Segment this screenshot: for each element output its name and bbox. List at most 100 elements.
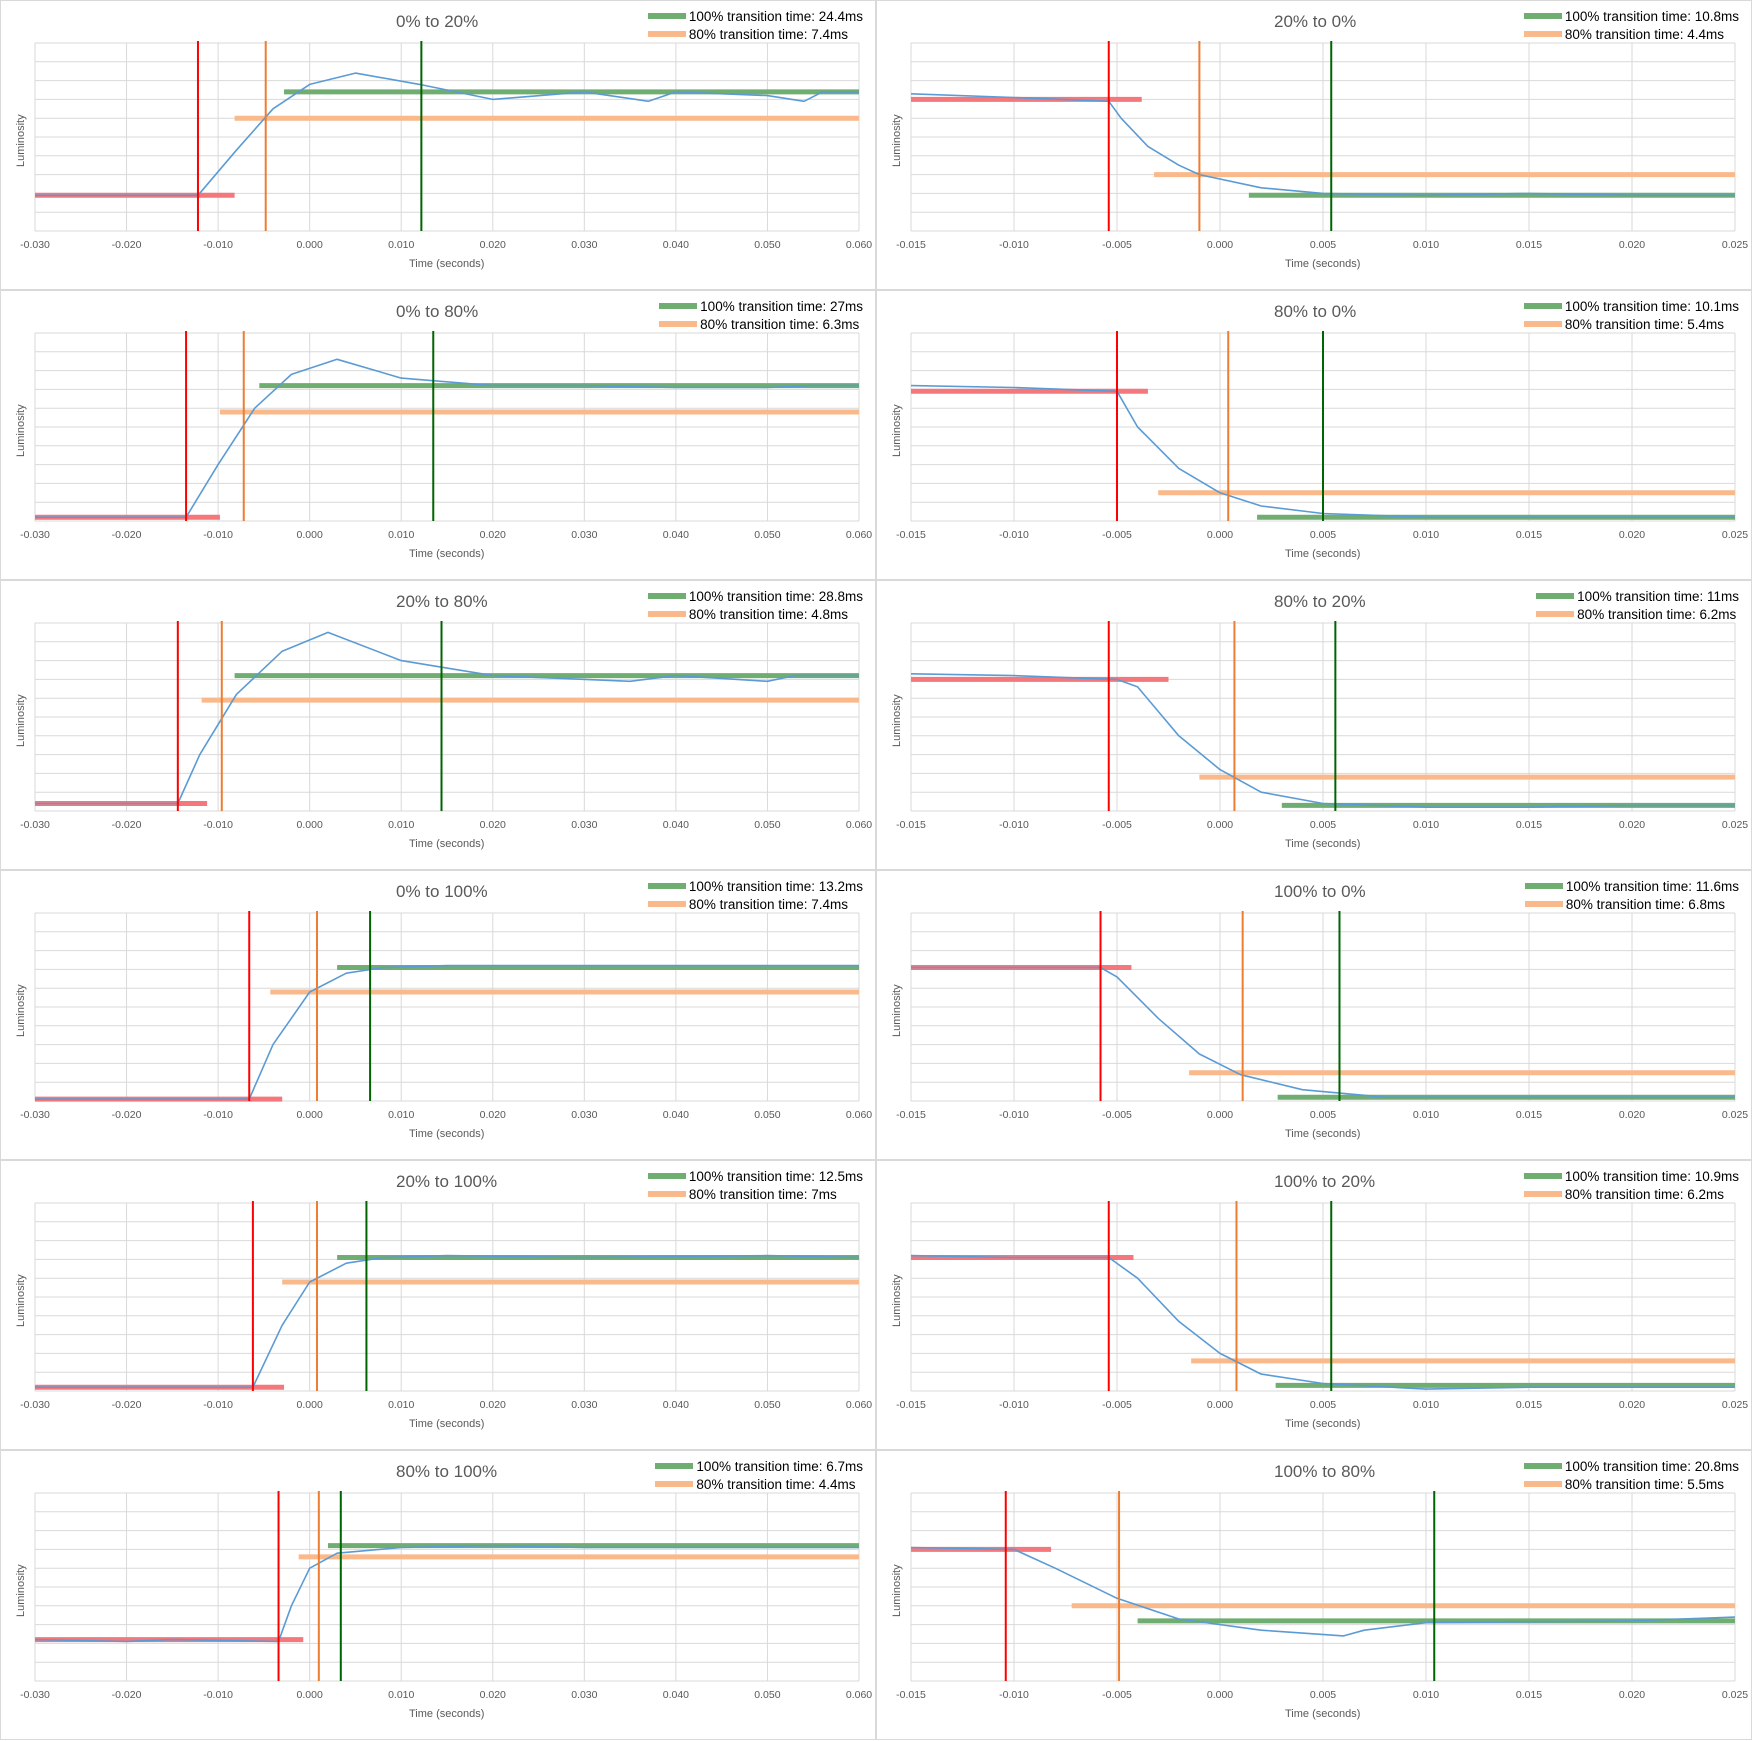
y-axis-label: Luminosity [891, 984, 903, 1037]
x-tick-label: 0.010 [388, 1109, 414, 1121]
legend-entry: 100% transition time: 10.1ms [1523, 297, 1739, 315]
x-tick-label: 0.025 [1722, 1109, 1748, 1121]
x-tick-label: 0.060 [846, 819, 872, 831]
x-tick-label: 0.040 [663, 819, 689, 831]
x-tick-label: 0.010 [388, 239, 414, 251]
x-tick-label: 0.040 [663, 529, 689, 541]
x-tick-label: -0.010 [203, 529, 233, 541]
chart-svg: -0.030 -0.020 -0.010 0.000 0.010 0.020 0.030 0.… [20, 41, 872, 251]
legend-swatch [1523, 303, 1562, 309]
x-tick-label: 0.000 [297, 1109, 323, 1121]
chart-panel: -0.030 -0.020 -0.010 0.000 0.010 0.020 0.030 0.… [0, 870, 876, 1160]
luminosity-line [34, 1544, 859, 1643]
chart-panel: -0.015 -0.010 -0.005 0.000 0.005 0.010 0.015 0.… [876, 290, 1752, 580]
x-tick-label: -0.005 [1102, 239, 1132, 251]
x-tick-label: 0.020 [1619, 819, 1645, 831]
x-tick-label: -0.005 [1102, 819, 1132, 831]
legend-swatch [647, 13, 686, 19]
legend-swatch [647, 593, 686, 599]
legend-swatch [1536, 611, 1575, 617]
chart-legend: 100% transition time: 12.5ms 80% transiti… [647, 1167, 863, 1203]
x-tick-label: 0.040 [663, 1689, 689, 1701]
x-tick-label: -0.005 [1102, 1399, 1132, 1411]
x-tick-label: 0.010 [388, 819, 414, 831]
legend-swatch [647, 611, 686, 617]
x-tick-label: 0.015 [1516, 819, 1542, 831]
luminosity-line [35, 358, 859, 518]
legend-label: 80% transition time: 6.8ms [1565, 896, 1725, 912]
x-tick-label: -0.020 [112, 239, 142, 251]
x-tick-label: 0.025 [1722, 1399, 1748, 1411]
x-tick-label: 0.010 [388, 1689, 414, 1701]
x-tick-label: 0.050 [754, 819, 780, 831]
x-tick-label: -0.010 [203, 1109, 233, 1121]
legend-entry: 80% transition time: 7.4ms [647, 895, 863, 913]
x-tick-label: -0.010 [999, 1109, 1029, 1121]
legend-swatch [1524, 883, 1563, 889]
x-tick-label: 0.010 [388, 529, 414, 541]
y-axis-label: Luminosity [891, 404, 903, 457]
x-tick-label: 0.000 [1207, 239, 1233, 251]
x-tick-label: 0.005 [1310, 1689, 1336, 1701]
x-tick-label: -0.015 [896, 239, 926, 251]
legend-label: 100% transition time: 11.6ms [1565, 878, 1739, 894]
x-tick-label: 0.020 [480, 1109, 506, 1121]
x-tick-label: 0.050 [754, 239, 780, 251]
x-axis-label: Time (seconds) [1285, 838, 1361, 850]
legend-swatch [1523, 13, 1562, 19]
x-tick-label: 0.000 [1207, 1109, 1233, 1121]
x-axis-label: Time (seconds) [409, 1128, 485, 1140]
x-tick-label: -0.005 [1102, 1109, 1132, 1121]
legend-swatch [1536, 593, 1575, 599]
x-tick-label: 0.015 [1516, 1109, 1542, 1121]
chart-panel: -0.015 -0.010 -0.005 0.000 0.005 0.010 0.015 0.… [876, 1160, 1752, 1450]
y-axis-label: Luminosity [891, 694, 903, 747]
legend-label: 80% transition time: 5.5ms [1564, 1476, 1724, 1492]
x-tick-label: 0.005 [1310, 239, 1336, 251]
x-tick-label: 0.000 [297, 1399, 323, 1411]
chart-svg: -0.030 -0.020 -0.010 0.000 0.010 0.020 0.030 0.… [20, 1201, 872, 1411]
x-tick-label: 0.010 [1413, 529, 1439, 541]
x-tick-label: 0.000 [297, 1689, 323, 1701]
x-axis-label: Time (seconds) [409, 838, 485, 850]
x-tick-label: 0.060 [846, 1399, 872, 1411]
legend-label: 80% transition time: 7ms [688, 1186, 837, 1202]
x-tick-label: 0.020 [1619, 1689, 1645, 1701]
legend-entry: 100% transition time: 28.8ms [647, 587, 863, 605]
x-tick-label: 0.040 [663, 1109, 689, 1121]
x-tick-label: -0.010 [999, 239, 1029, 251]
x-tick-label: -0.030 [20, 1689, 50, 1701]
legend-entry: 80% transition time: 6.2ms [1523, 1185, 1739, 1203]
x-tick-label: 0.020 [1619, 529, 1645, 541]
x-tick-label: -0.030 [20, 819, 50, 831]
x-axis-label: Time (seconds) [1285, 1418, 1361, 1430]
legend-swatch [1523, 1481, 1562, 1487]
x-tick-label: 0.015 [1516, 239, 1542, 251]
x-tick-label: 0.000 [1207, 819, 1233, 831]
legend-entry: 100% transition time: 20.8ms [1523, 1457, 1739, 1475]
x-tick-label: 0.000 [297, 819, 323, 831]
x-axis-label: Time (seconds) [1285, 1708, 1361, 1720]
chart-legend: 100% transition time: 13.2ms 80% transiti… [647, 877, 863, 913]
x-tick-label: 0.020 [480, 239, 506, 251]
legend-entry: 100% transition time: 10.9ms [1523, 1167, 1739, 1185]
luminosity-line [910, 384, 1735, 518]
x-tick-label: -0.030 [20, 239, 50, 251]
chart-legend: 100% transition time: 24.4ms 80% transiti… [647, 7, 863, 43]
legend-swatch [1523, 1173, 1562, 1179]
x-tick-label: -0.020 [112, 1399, 142, 1411]
x-tick-label: 0.030 [571, 1399, 597, 1411]
x-tick-label: -0.010 [999, 1399, 1029, 1411]
x-tick-label: -0.005 [1102, 529, 1132, 541]
x-tick-label: 0.010 [1413, 1689, 1439, 1701]
chart-svg: -0.015 -0.010 -0.005 0.000 0.005 0.010 0.015 0.… [896, 331, 1748, 541]
chart-legend: 100% transition time: 11ms 80% transition… [1536, 587, 1739, 623]
legend-swatch [1523, 31, 1562, 37]
x-axis-label: Time (seconds) [1285, 548, 1361, 560]
legend-entry: 100% transition time: 11ms [1536, 587, 1739, 605]
x-tick-label: 0.060 [846, 1689, 872, 1701]
x-tick-label: 0.025 [1722, 1689, 1748, 1701]
legend-label: 80% transition time: 6.2ms [1577, 606, 1737, 622]
x-tick-label: 0.025 [1722, 239, 1748, 251]
